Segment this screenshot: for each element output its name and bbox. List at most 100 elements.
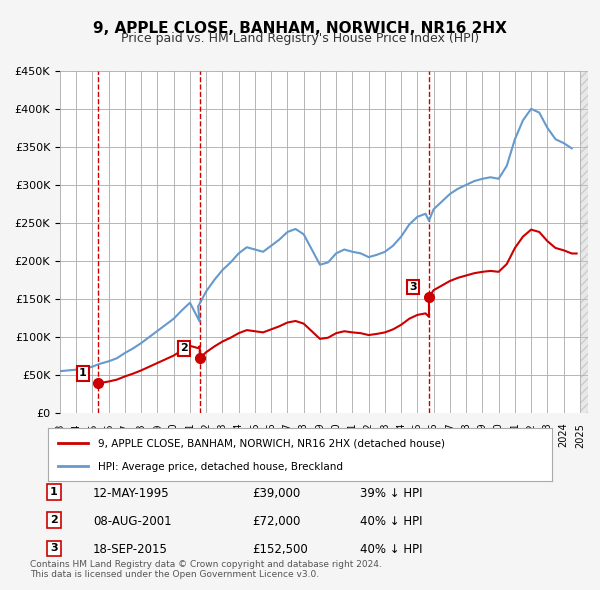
Bar [141, 261, 157, 299]
Bar [385, 223, 401, 261]
Bar [223, 337, 239, 375]
Bar [336, 185, 352, 223]
Bar [157, 337, 174, 375]
Bar [76, 337, 92, 375]
Bar [157, 185, 174, 223]
Bar [190, 299, 206, 337]
Bar [385, 147, 401, 185]
Bar [368, 109, 385, 147]
Bar [418, 147, 434, 185]
Bar [336, 375, 352, 413]
Bar [547, 185, 563, 223]
Bar [109, 71, 125, 109]
Bar [336, 223, 352, 261]
Bar [531, 375, 547, 413]
Bar [401, 375, 418, 413]
Bar [60, 261, 76, 299]
Bar [515, 337, 531, 375]
Bar [515, 223, 531, 261]
Bar [190, 147, 206, 185]
Bar [563, 223, 580, 261]
Bar [76, 147, 92, 185]
Bar [287, 185, 304, 223]
Bar [352, 375, 368, 413]
Bar [141, 375, 157, 413]
Bar [385, 299, 401, 337]
Bar [515, 109, 531, 147]
Bar [401, 71, 418, 109]
Bar [304, 337, 320, 375]
Bar [223, 71, 239, 109]
Bar [434, 375, 450, 413]
Bar [239, 223, 255, 261]
Bar [320, 223, 336, 261]
Bar [336, 261, 352, 299]
Bar [206, 71, 223, 109]
Bar [418, 71, 434, 109]
Bar [450, 147, 466, 185]
Bar [482, 299, 499, 337]
Bar [563, 147, 580, 185]
Bar [418, 337, 434, 375]
Bar [499, 223, 515, 261]
Bar [368, 261, 385, 299]
Bar [385, 185, 401, 223]
Bar [336, 147, 352, 185]
Bar [563, 337, 580, 375]
Bar [531, 71, 547, 109]
Bar [125, 185, 141, 223]
Bar [368, 147, 385, 185]
Bar [466, 109, 482, 147]
Bar [109, 109, 125, 147]
Bar [125, 223, 141, 261]
Bar [368, 223, 385, 261]
Bar [352, 261, 368, 299]
Bar [352, 147, 368, 185]
Bar [385, 261, 401, 299]
Text: 3: 3 [50, 543, 58, 553]
Bar [92, 71, 109, 109]
Bar [190, 337, 206, 375]
Bar [450, 375, 466, 413]
Bar [531, 337, 547, 375]
Bar [515, 299, 531, 337]
Bar [434, 223, 450, 261]
Bar [92, 223, 109, 261]
Bar [141, 71, 157, 109]
Bar [450, 261, 466, 299]
Text: 08-AUG-2001: 08-AUG-2001 [93, 515, 172, 528]
Bar [141, 299, 157, 337]
Bar [418, 261, 434, 299]
Bar [304, 147, 320, 185]
Bar [450, 337, 466, 375]
Bar [271, 223, 287, 261]
Bar [304, 223, 320, 261]
Bar [466, 261, 482, 299]
Bar [76, 185, 92, 223]
Bar [174, 185, 190, 223]
Bar [60, 299, 76, 337]
Bar [174, 375, 190, 413]
Text: 1: 1 [79, 368, 86, 378]
Text: 2: 2 [180, 343, 188, 353]
Bar [499, 147, 515, 185]
Bar [92, 109, 109, 147]
Bar [352, 185, 368, 223]
Text: HPI: Average price, detached house, Breckland: HPI: Average price, detached house, Brec… [98, 462, 343, 472]
Bar [190, 223, 206, 261]
Bar [531, 109, 547, 147]
Bar [418, 185, 434, 223]
Bar [190, 109, 206, 147]
Bar [482, 223, 499, 261]
Bar [157, 109, 174, 147]
Bar [499, 109, 515, 147]
Bar [466, 223, 482, 261]
Bar [223, 147, 239, 185]
Bar [320, 147, 336, 185]
Bar [125, 71, 141, 109]
Bar [174, 261, 190, 299]
Bar [271, 337, 287, 375]
Text: 40% ↓ HPI: 40% ↓ HPI [360, 515, 422, 528]
Bar [385, 375, 401, 413]
Bar [563, 375, 580, 413]
